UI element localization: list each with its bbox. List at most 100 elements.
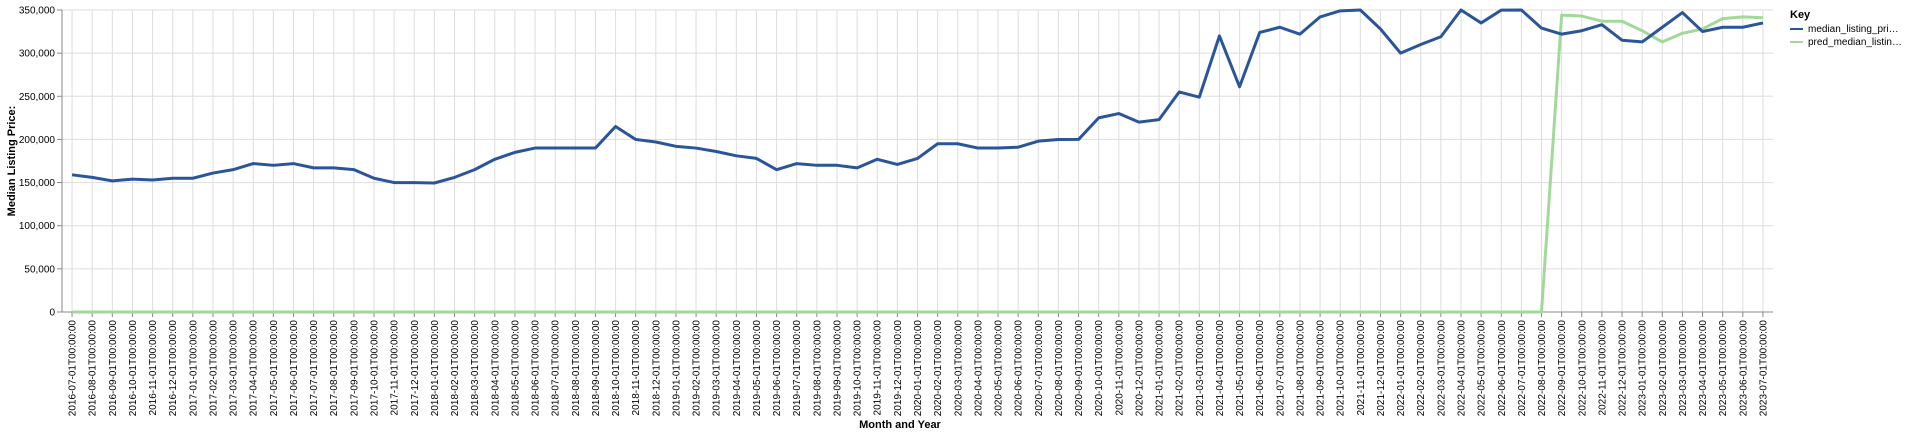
- x-tick-label: 2021-04-01T00:00:00: [1215, 320, 1226, 417]
- x-tick-label: 2017-05-01T00:00:00: [269, 320, 280, 417]
- x-tick-label: 2019-10-01T00:00:00: [853, 320, 864, 417]
- x-tick-label: 2020-09-01T00:00:00: [1074, 320, 1085, 417]
- x-tick-label: 2020-04-01T00:00:00: [973, 320, 984, 417]
- legend-label: median_listing_pri…: [1808, 24, 1899, 35]
- x-tick-label: 2019-07-01T00:00:00: [792, 320, 803, 417]
- grid-lines: [62, 9, 1773, 313]
- x-tick-label: 2017-11-01T00:00:00: [390, 320, 401, 416]
- y-tick-label: 200,000: [19, 135, 56, 146]
- x-tick-label: 2023-05-01T00:00:00: [1718, 320, 1729, 417]
- x-tick-label: 2017-07-01T00:00:00: [309, 320, 320, 417]
- y-tick-label: 250,000: [19, 92, 56, 103]
- x-tick-label: 2018-11-01T00:00:00: [631, 320, 642, 416]
- x-tick-label: 2018-04-01T00:00:00: [490, 320, 501, 417]
- x-tick-label: 2017-10-01T00:00:00: [370, 320, 381, 417]
- x-tick-label: 2020-05-01T00:00:00: [994, 320, 1005, 417]
- legend-label: pred_median_listin…: [1808, 37, 1902, 48]
- x-tick-label: 2019-06-01T00:00:00: [772, 320, 783, 417]
- legend: Key median_listing_pri… pred_median_listi…: [1790, 9, 1902, 48]
- x-tick-label: 2019-11-01T00:00:00: [873, 320, 884, 416]
- x-tick-label: 2016-09-01T00:00:00: [108, 320, 119, 417]
- x-tick-label: 2020-07-01T00:00:00: [1034, 320, 1045, 417]
- x-tick-label: 2021-11-01T00:00:00: [1356, 320, 1367, 416]
- x-tick-label: 2019-12-01T00:00:00: [893, 320, 904, 417]
- legend-title: Key: [1790, 9, 1811, 21]
- x-tick-label: 2019-05-01T00:00:00: [752, 320, 763, 417]
- x-tick-label: 2021-07-01T00:00:00: [1275, 320, 1286, 417]
- y-tick-label: 0: [49, 308, 55, 319]
- x-tick-label: 2023-07-01T00:00:00: [1758, 320, 1769, 417]
- y-tick-label: 350,000: [19, 6, 56, 17]
- x-tick-label: 2022-10-01T00:00:00: [1577, 320, 1588, 417]
- x-tick-label: 2018-02-01T00:00:00: [450, 320, 461, 417]
- x-tick-label: 2022-06-01T00:00:00: [1497, 320, 1508, 417]
- x-tick-label: 2020-08-01T00:00:00: [1054, 320, 1065, 417]
- x-tick-label: 2022-11-01T00:00:00: [1597, 320, 1608, 416]
- x-tick-label: 2022-05-01T00:00:00: [1477, 320, 1488, 417]
- x-tick-label: 2023-02-01T00:00:00: [1658, 320, 1669, 417]
- series-line-0: [71, 8, 1764, 185]
- x-tick-label: 2018-10-01T00:00:00: [611, 320, 622, 417]
- x-tick-label: 2019-09-01T00:00:00: [832, 320, 843, 417]
- x-tick-label: 2022-08-01T00:00:00: [1537, 320, 1548, 417]
- x-tick-label: 2023-06-01T00:00:00: [1738, 320, 1749, 417]
- x-tick-label: 2021-05-01T00:00:00: [1235, 320, 1246, 417]
- x-tick-label: 2021-02-01T00:00:00: [1175, 320, 1186, 417]
- x-tick-label: 2020-02-01T00:00:00: [933, 320, 944, 417]
- x-tick-label: 2022-03-01T00:00:00: [1436, 320, 1447, 417]
- x-tick-label: 2018-06-01T00:00:00: [531, 320, 542, 417]
- x-tick-label: 2021-10-01T00:00:00: [1336, 320, 1347, 417]
- y-axis: 0 50,000 100,000 150,000 200,000 250,000 300,0…: [19, 6, 63, 319]
- x-tick-label: 2021-01-01T00:00:00: [1155, 320, 1166, 417]
- y-tick-label: 100,000: [19, 221, 56, 232]
- x-tick-label: 2016-07-01T00:00:00: [68, 320, 79, 417]
- x-tick-label: 2018-03-01T00:00:00: [470, 320, 481, 417]
- x-tick-label: 2021-08-01T00:00:00: [1295, 320, 1306, 417]
- x-axis-title: Month and Year: [859, 419, 941, 431]
- x-tick-label: 2018-05-01T00:00:00: [510, 320, 521, 417]
- x-tick-label: 2020-06-01T00:00:00: [1014, 320, 1025, 417]
- x-tick-label: 2017-09-01T00:00:00: [349, 320, 360, 417]
- y-tick-label: 50,000: [24, 264, 55, 275]
- x-tick-label: 2022-02-01T00:00:00: [1416, 320, 1427, 417]
- series-line-1: [72, 13, 1764, 314]
- x-tick-label: 2017-03-01T00:00:00: [229, 320, 240, 417]
- x-tick-label: 2017-02-01T00:00:00: [208, 320, 219, 417]
- x-tick-label: 2021-12-01T00:00:00: [1376, 320, 1387, 417]
- x-tick-label: 2016-10-01T00:00:00: [128, 320, 139, 417]
- x-tick-label: 2017-08-01T00:00:00: [329, 320, 340, 417]
- series-lines: [71, 8, 1764, 314]
- x-tick-label: 2019-04-01T00:00:00: [732, 320, 743, 417]
- x-tick-label: 2021-09-01T00:00:00: [1316, 320, 1327, 417]
- x-tick-label: 2023-04-01T00:00:00: [1698, 320, 1709, 417]
- x-tick-label: 2021-06-01T00:00:00: [1255, 320, 1266, 417]
- y-tick-label: 150,000: [19, 178, 56, 189]
- x-tick-label: 2018-08-01T00:00:00: [571, 320, 582, 417]
- x-tick-label: 2017-01-01T00:00:00: [188, 320, 199, 417]
- x-tick-label: 2020-12-01T00:00:00: [1134, 320, 1145, 417]
- x-tick-label: 2019-03-01T00:00:00: [712, 320, 723, 417]
- x-tick-label: 2017-06-01T00:00:00: [289, 320, 300, 417]
- x-tick-label: 2018-09-01T00:00:00: [591, 320, 602, 417]
- x-tick-label: 2020-03-01T00:00:00: [953, 320, 964, 417]
- x-tick-label: 2018-01-01T00:00:00: [430, 320, 441, 417]
- x-tick-label: 2022-07-01T00:00:00: [1517, 320, 1528, 417]
- x-tick-label: 2017-12-01T00:00:00: [410, 320, 421, 417]
- x-axis: 2016-07-01T00:00:00 2016-08-01T00:00:00 20…: [62, 311, 1773, 417]
- x-tick-label: 2023-03-01T00:00:00: [1678, 320, 1689, 417]
- x-tick-label: 2019-02-01T00:00:00: [692, 320, 703, 417]
- x-tick-label: 2021-03-01T00:00:00: [1195, 320, 1206, 417]
- x-tick-label: 2017-04-01T00:00:00: [249, 320, 260, 417]
- x-tick-label: 2020-10-01T00:00:00: [1094, 320, 1105, 417]
- y-tick-label: 300,000: [19, 49, 56, 60]
- x-tick-label: 2020-01-01T00:00:00: [913, 320, 924, 417]
- x-tick-label: 2018-12-01T00:00:00: [651, 320, 662, 417]
- x-tick-label: 2016-08-01T00:00:00: [88, 320, 99, 417]
- x-tick-label: 2020-11-01T00:00:00: [1114, 320, 1125, 416]
- x-tick-label: 2023-01-01T00:00:00: [1638, 320, 1649, 417]
- x-tick-label: 2022-01-01T00:00:00: [1396, 320, 1407, 417]
- x-tick-label: 2019-08-01T00:00:00: [812, 320, 823, 417]
- x-tick-label: 2018-07-01T00:00:00: [551, 320, 562, 417]
- x-tick-label: 2022-12-01T00:00:00: [1618, 320, 1629, 417]
